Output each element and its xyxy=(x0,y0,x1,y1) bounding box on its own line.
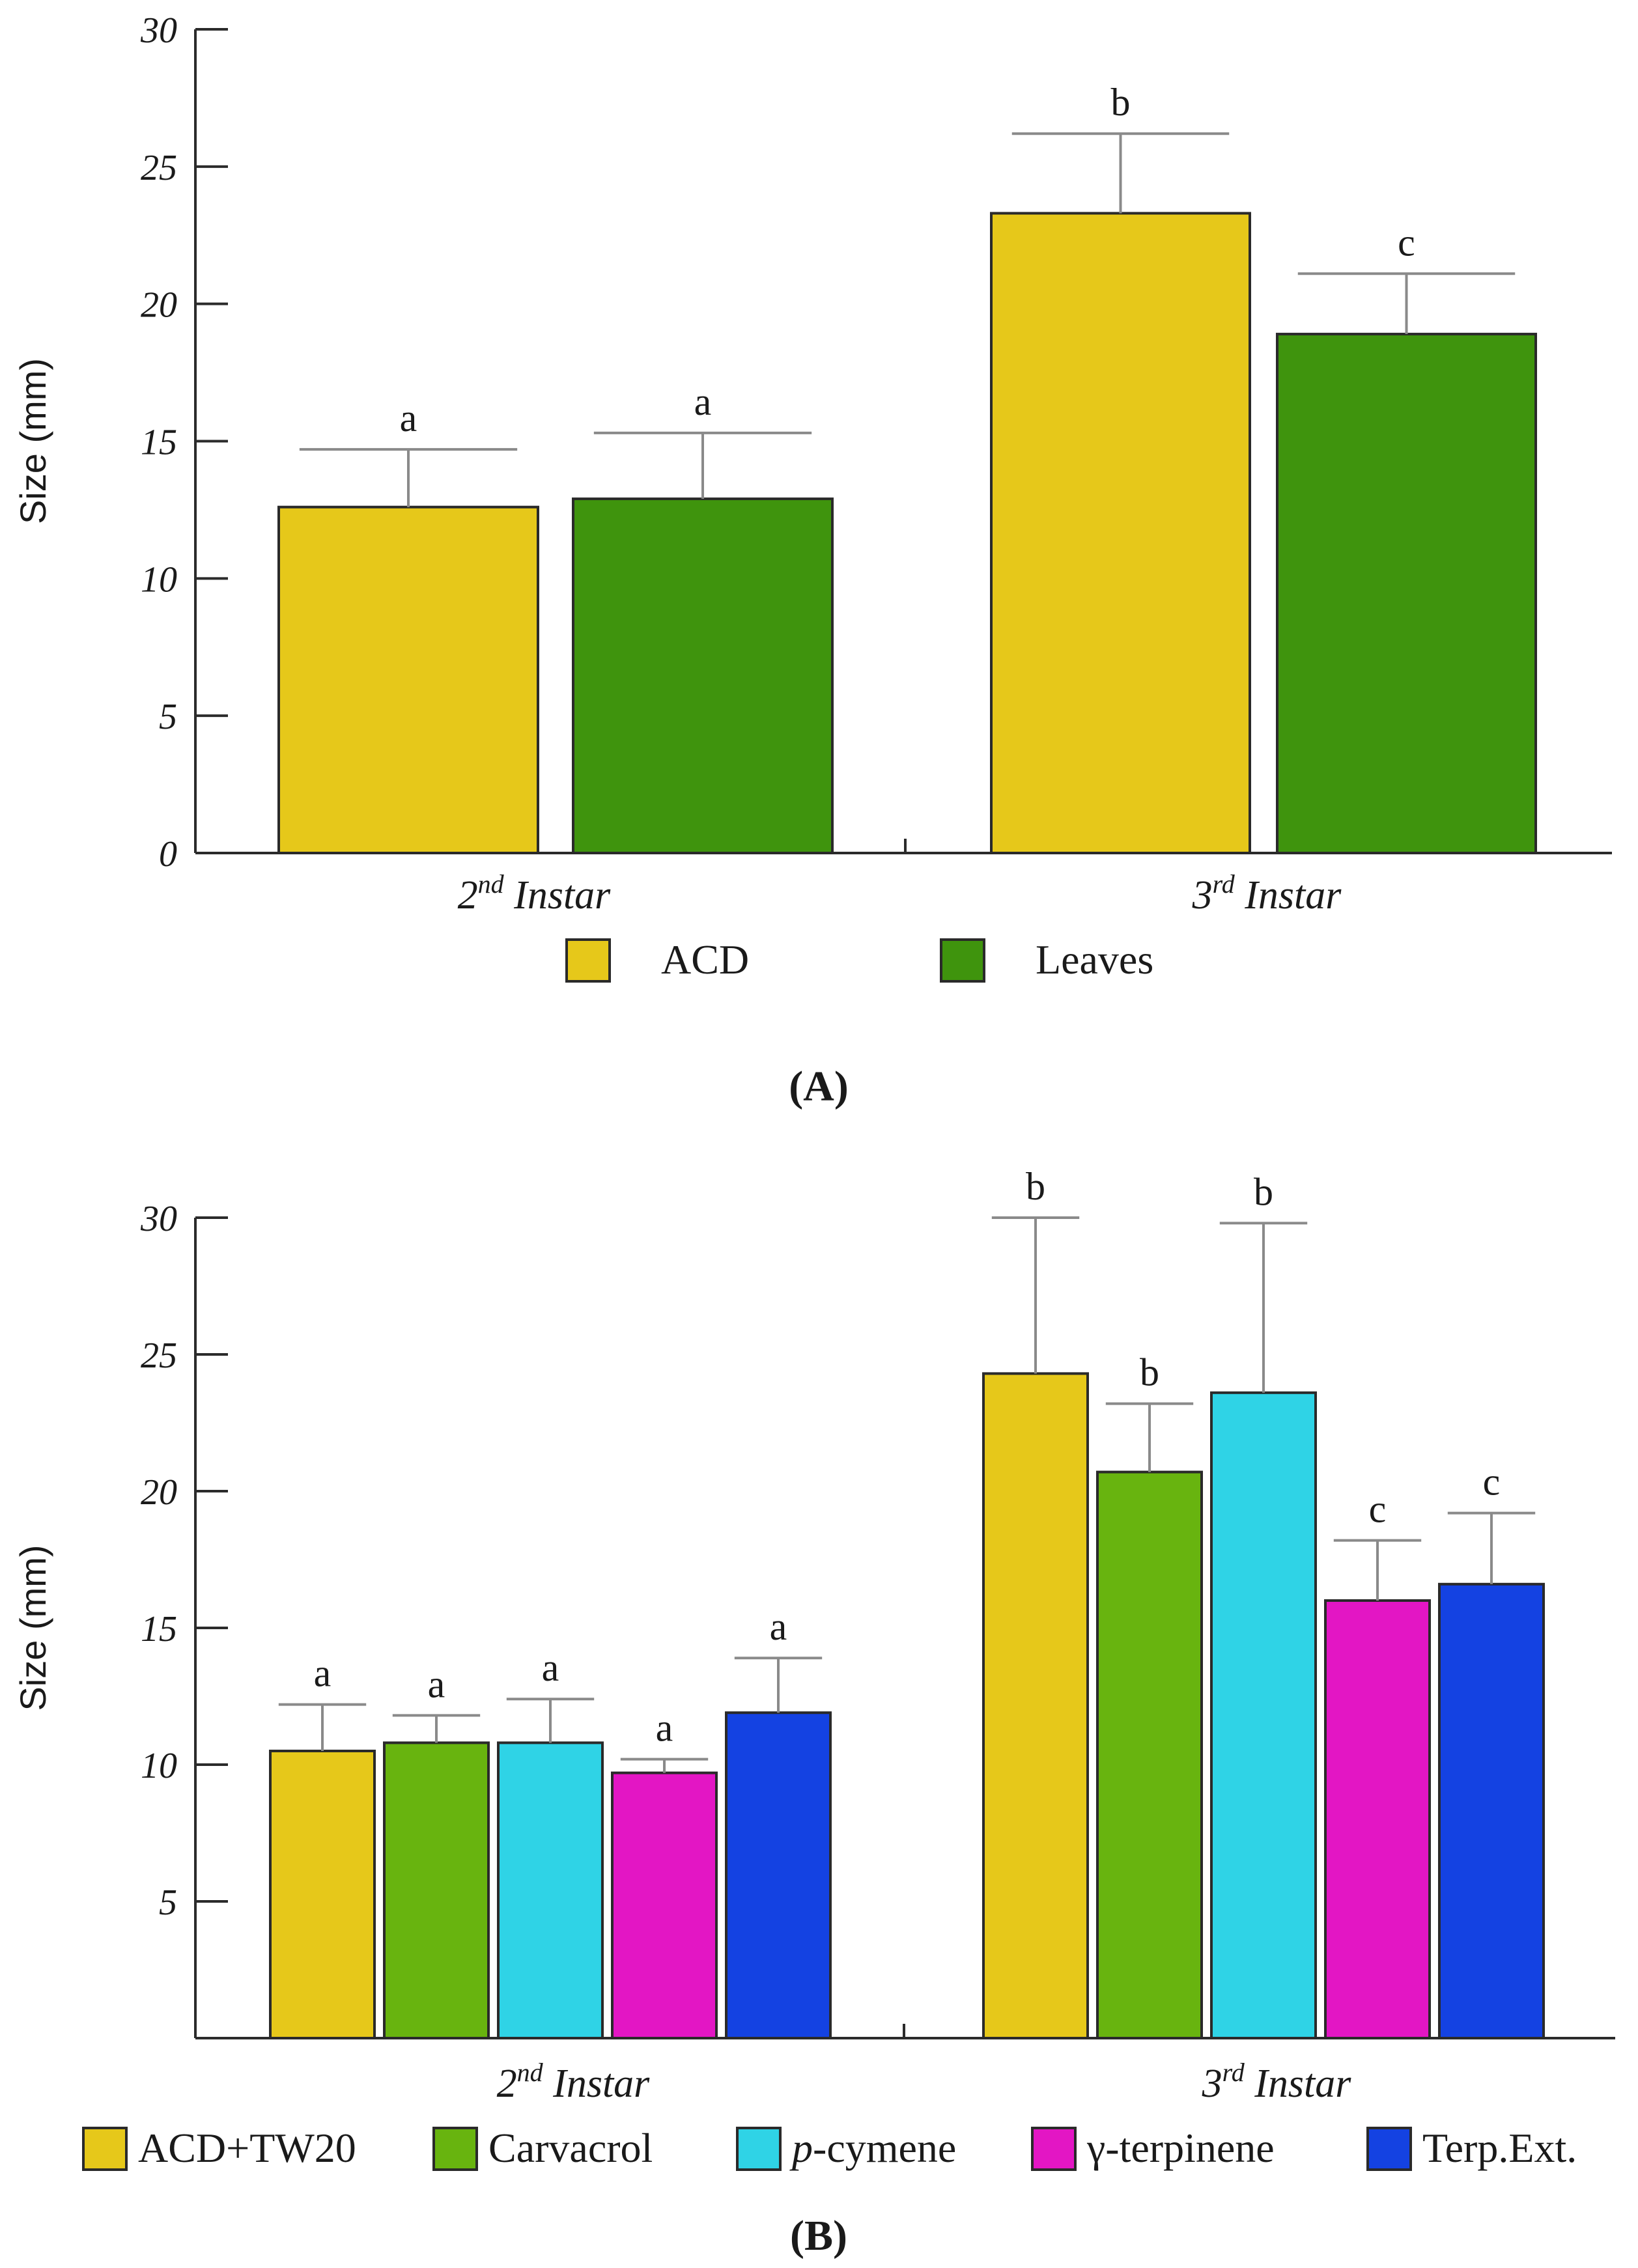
significance-letter: c xyxy=(1369,1488,1387,1531)
panel-label: (A) xyxy=(789,1063,849,1110)
panel-label: (B) xyxy=(790,2212,847,2260)
legend-label: Leaves xyxy=(1036,936,1153,983)
y-tick-label: 25 xyxy=(141,148,177,188)
significance-letter: b xyxy=(1111,81,1131,124)
y-tick-label: 15 xyxy=(141,423,177,463)
y-tick-label: 20 xyxy=(141,285,177,326)
significance-letter: b xyxy=(1026,1165,1045,1208)
legend-label-part: p xyxy=(789,2125,813,2171)
legend-label: γ-terpinene xyxy=(1086,2125,1275,2171)
legend-label-part: Terp.Ext. xyxy=(1422,2125,1577,2171)
bar xyxy=(497,1741,604,2039)
bar xyxy=(990,212,1251,854)
category-label: 3rd Instar xyxy=(1202,2058,1352,2106)
category-label-text: Instar xyxy=(1245,2062,1352,2106)
y-axis-label: Size (mm) xyxy=(12,358,53,524)
category-label-text: Instar xyxy=(1235,873,1342,917)
bar xyxy=(1096,1470,1203,2040)
panel-a: 0 5 10 15 20 25 30 Size (mm) a a 2nd Instar b c 3rd I… xyxy=(12,10,1612,1110)
bar xyxy=(1210,1391,1317,2040)
legend-label-part: γ-terpinene xyxy=(1086,2125,1275,2171)
y-tick-label: 10 xyxy=(141,1746,177,1786)
legend-label-part: Carvacrol xyxy=(488,2125,653,2171)
legend-swatch xyxy=(432,2127,478,2171)
category-label-number: 3 xyxy=(1192,873,1213,917)
legend-label-part: -cymene xyxy=(813,2125,956,2171)
significance-letter: a xyxy=(542,1646,559,1689)
legend-swatch xyxy=(940,938,985,983)
legend-swatch xyxy=(1031,2127,1077,2171)
significance-letter: b xyxy=(1140,1351,1159,1394)
legend-swatch xyxy=(1366,2127,1412,2171)
legend-swatch xyxy=(82,2127,128,2171)
panel-b: 5 10 15 20 25 30 Size (mm) a a a a a 2nd Instar b b b c c… xyxy=(12,1165,1615,2260)
category-label-superscript: rd xyxy=(1213,869,1236,899)
significance-letter: a xyxy=(770,1605,787,1648)
y-tick-label: 5 xyxy=(159,697,177,737)
y-tick-label: 0 xyxy=(159,834,177,875)
y-tick-label: 5 xyxy=(159,1883,177,1923)
y-tick-label: 30 xyxy=(140,10,177,51)
bar xyxy=(572,497,834,854)
significance-letter: a xyxy=(656,1707,673,1750)
significance-letter: a xyxy=(314,1652,332,1695)
significance-letter: c xyxy=(1398,221,1415,264)
y-tick-label: 15 xyxy=(141,1609,177,1649)
legend-label: ACD xyxy=(661,936,749,983)
y-axis-label: Size (mm) xyxy=(12,1545,53,1711)
category-label-text: Instar xyxy=(543,2062,651,2106)
legend-swatch xyxy=(565,938,611,983)
significance-letter: b xyxy=(1254,1170,1273,1213)
category-label-superscript: nd xyxy=(517,2058,544,2087)
y-tick-label: 10 xyxy=(141,559,177,600)
category-label-superscript: rd xyxy=(1222,2058,1245,2087)
bar xyxy=(1276,333,1537,854)
category-label-text: Instar xyxy=(504,873,612,917)
bar xyxy=(982,1372,1089,2039)
bar xyxy=(383,1741,490,2039)
category-label: 2nd Instar xyxy=(497,2058,651,2106)
bar xyxy=(1324,1599,1431,2039)
category-label: 3rd Instar xyxy=(1192,869,1342,917)
y-tick-label: 30 xyxy=(140,1199,177,1239)
significance-letter: a xyxy=(428,1662,445,1705)
legend-label: Terp.Ext. xyxy=(1422,2125,1577,2171)
category-label: 2nd Instar xyxy=(458,869,612,917)
legend-label: ACD+TW20 xyxy=(138,2125,356,2171)
y-tick-label: 25 xyxy=(141,1336,177,1376)
category-label-number: 3 xyxy=(1202,2062,1222,2106)
y-tick-label: 20 xyxy=(141,1472,177,1513)
legend-label: p-cymene xyxy=(789,2125,956,2171)
legend-swatch xyxy=(736,2127,782,2171)
category-label-superscript: nd xyxy=(478,869,505,899)
bar xyxy=(269,1750,376,2039)
legend-label: Carvacrol xyxy=(488,2125,653,2171)
category-label-number: 2 xyxy=(497,2062,517,2106)
category-label-number: 2 xyxy=(458,873,478,917)
significance-letter: a xyxy=(400,397,417,440)
bar xyxy=(611,1771,718,2040)
significance-letter: a xyxy=(694,380,712,423)
significance-letter: c xyxy=(1483,1461,1501,1504)
bar xyxy=(1438,1582,1545,2040)
legend-label-part: ACD+TW20 xyxy=(138,2125,356,2171)
bar xyxy=(277,505,539,854)
bar xyxy=(725,1711,832,2039)
